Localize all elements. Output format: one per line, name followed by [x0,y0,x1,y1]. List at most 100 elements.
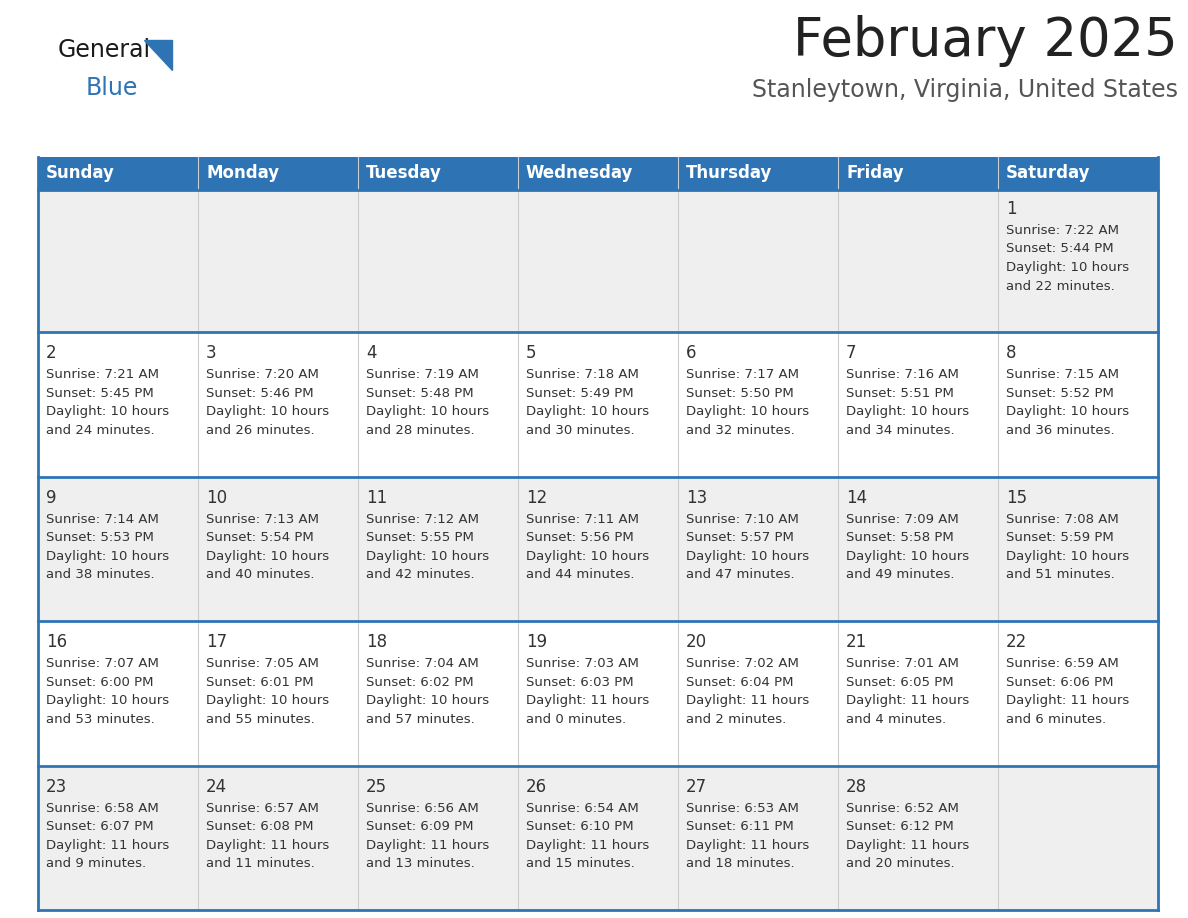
Text: Daylight: 10 hours: Daylight: 10 hours [1006,550,1129,563]
Text: Sunset: 6:00 PM: Sunset: 6:00 PM [46,676,153,688]
Text: and 38 minutes.: and 38 minutes. [46,568,154,581]
Text: Daylight: 10 hours: Daylight: 10 hours [685,406,809,419]
Text: Sunset: 6:08 PM: Sunset: 6:08 PM [206,820,314,834]
Text: Sunrise: 6:58 AM: Sunrise: 6:58 AM [46,801,159,814]
Text: Sunset: 6:02 PM: Sunset: 6:02 PM [366,676,474,688]
Text: Sunset: 5:57 PM: Sunset: 5:57 PM [685,532,794,544]
Text: 28: 28 [846,778,867,796]
Text: Tuesday: Tuesday [366,164,442,183]
Text: Daylight: 11 hours: Daylight: 11 hours [685,694,809,707]
Text: Sunset: 5:58 PM: Sunset: 5:58 PM [846,532,954,544]
Text: Daylight: 11 hours: Daylight: 11 hours [1006,694,1130,707]
Text: and 32 minutes.: and 32 minutes. [685,424,795,437]
Text: Sunset: 6:07 PM: Sunset: 6:07 PM [46,820,153,834]
Text: and 2 minutes.: and 2 minutes. [685,712,786,726]
Text: Sunrise: 7:17 AM: Sunrise: 7:17 AM [685,368,800,381]
Text: Sunset: 6:01 PM: Sunset: 6:01 PM [206,676,314,688]
Text: Thursday: Thursday [685,164,772,183]
Text: 20: 20 [685,633,707,651]
Text: Sunrise: 7:19 AM: Sunrise: 7:19 AM [366,368,479,381]
Text: Saturday: Saturday [1006,164,1091,183]
Text: 21: 21 [846,633,867,651]
Text: Sunset: 5:53 PM: Sunset: 5:53 PM [46,532,154,544]
Text: Stanleytown, Virginia, United States: Stanleytown, Virginia, United States [752,78,1178,102]
Text: Sunrise: 7:18 AM: Sunrise: 7:18 AM [526,368,639,381]
Text: 14: 14 [846,488,867,507]
Text: and 20 minutes.: and 20 minutes. [846,857,955,870]
Text: Sunset: 5:56 PM: Sunset: 5:56 PM [526,532,633,544]
Text: Daylight: 10 hours: Daylight: 10 hours [366,694,489,707]
Text: Daylight: 11 hours: Daylight: 11 hours [846,694,969,707]
Text: Daylight: 11 hours: Daylight: 11 hours [46,839,169,852]
Text: Sunrise: 7:21 AM: Sunrise: 7:21 AM [46,368,159,381]
Text: Daylight: 10 hours: Daylight: 10 hours [46,694,169,707]
Text: 22: 22 [1006,633,1028,651]
Text: Sunrise: 7:02 AM: Sunrise: 7:02 AM [685,657,798,670]
Text: Sunset: 5:55 PM: Sunset: 5:55 PM [366,532,474,544]
Text: Sunrise: 7:07 AM: Sunrise: 7:07 AM [46,657,159,670]
Text: Friday: Friday [846,164,904,183]
Text: Sunset: 5:44 PM: Sunset: 5:44 PM [1006,242,1113,255]
Text: 11: 11 [366,488,387,507]
Text: Sunset: 5:50 PM: Sunset: 5:50 PM [685,386,794,400]
Text: and 57 minutes.: and 57 minutes. [366,712,475,726]
Text: and 6 minutes.: and 6 minutes. [1006,712,1106,726]
Text: Sunrise: 7:22 AM: Sunrise: 7:22 AM [1006,224,1119,237]
Text: and 22 minutes.: and 22 minutes. [1006,279,1114,293]
Text: 13: 13 [685,488,707,507]
Text: Sunset: 5:45 PM: Sunset: 5:45 PM [46,386,153,400]
Text: Sunrise: 6:59 AM: Sunrise: 6:59 AM [1006,657,1119,670]
Text: Sunset: 6:03 PM: Sunset: 6:03 PM [526,676,633,688]
Text: Daylight: 11 hours: Daylight: 11 hours [366,839,489,852]
Text: Daylight: 10 hours: Daylight: 10 hours [1006,406,1129,419]
Text: Daylight: 11 hours: Daylight: 11 hours [526,694,650,707]
Text: 6: 6 [685,344,696,363]
Text: Sunrise: 7:16 AM: Sunrise: 7:16 AM [846,368,959,381]
Text: Sunrise: 7:04 AM: Sunrise: 7:04 AM [366,657,479,670]
Text: Daylight: 10 hours: Daylight: 10 hours [526,406,649,419]
Text: 18: 18 [366,633,387,651]
Text: Sunset: 6:12 PM: Sunset: 6:12 PM [846,820,954,834]
Text: and 53 minutes.: and 53 minutes. [46,712,154,726]
Text: Sunrise: 7:03 AM: Sunrise: 7:03 AM [526,657,639,670]
Text: and 34 minutes.: and 34 minutes. [846,424,955,437]
Text: Sunrise: 7:11 AM: Sunrise: 7:11 AM [526,513,639,526]
Text: 2: 2 [46,344,57,363]
Text: Sunset: 6:06 PM: Sunset: 6:06 PM [1006,676,1113,688]
Text: Sunrise: 7:09 AM: Sunrise: 7:09 AM [846,513,959,526]
Text: Daylight: 11 hours: Daylight: 11 hours [206,839,329,852]
Text: Daylight: 11 hours: Daylight: 11 hours [685,839,809,852]
Text: Sunset: 6:11 PM: Sunset: 6:11 PM [685,820,794,834]
Text: and 47 minutes.: and 47 minutes. [685,568,795,581]
Text: and 9 minutes.: and 9 minutes. [46,857,146,870]
Text: and 44 minutes.: and 44 minutes. [526,568,634,581]
Bar [38,767,1158,910]
Text: Daylight: 10 hours: Daylight: 10 hours [366,406,489,419]
Text: Daylight: 10 hours: Daylight: 10 hours [526,550,649,563]
Text: 25: 25 [366,778,387,796]
Text: and 28 minutes.: and 28 minutes. [366,424,475,437]
Text: 4: 4 [366,344,377,363]
Text: Sunset: 5:48 PM: Sunset: 5:48 PM [366,386,474,400]
Text: Daylight: 10 hours: Daylight: 10 hours [1006,261,1129,274]
Text: Daylight: 10 hours: Daylight: 10 hours [685,550,809,563]
Text: 1: 1 [1006,200,1017,218]
Bar [38,479,1158,621]
Text: 10: 10 [206,488,227,507]
Text: 26: 26 [526,778,548,796]
Text: Sunset: 5:54 PM: Sunset: 5:54 PM [206,532,314,544]
Text: Blue: Blue [86,76,138,100]
Text: Sunset: 5:51 PM: Sunset: 5:51 PM [846,386,954,400]
Text: Sunday: Sunday [46,164,115,183]
Text: 12: 12 [526,488,548,507]
Text: February 2025: February 2025 [794,15,1178,67]
Text: Daylight: 10 hours: Daylight: 10 hours [206,550,329,563]
Text: Sunset: 5:46 PM: Sunset: 5:46 PM [206,386,314,400]
Text: and 42 minutes.: and 42 minutes. [366,568,475,581]
Text: 15: 15 [1006,488,1028,507]
Bar [38,190,1158,332]
Text: Sunrise: 7:01 AM: Sunrise: 7:01 AM [846,657,959,670]
Text: Daylight: 10 hours: Daylight: 10 hours [366,550,489,563]
Text: and 30 minutes.: and 30 minutes. [526,424,634,437]
Text: 24: 24 [206,778,227,796]
